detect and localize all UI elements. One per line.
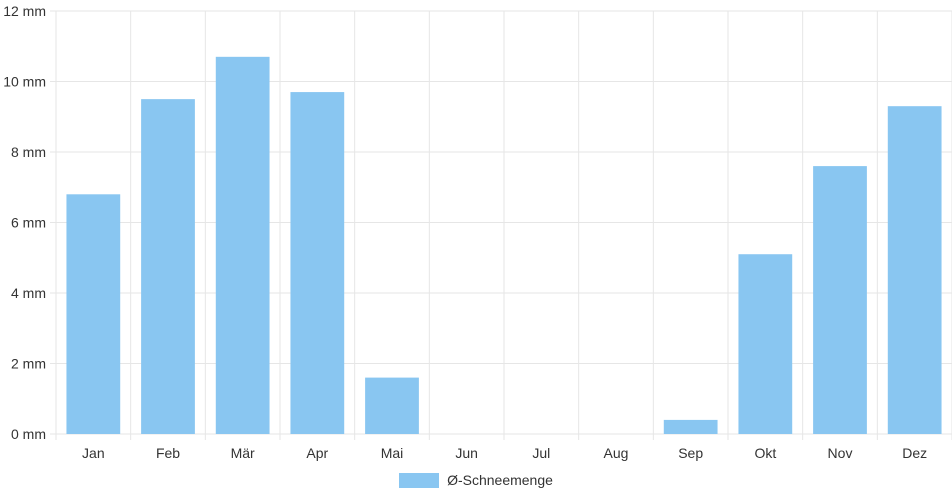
bar[interactable] xyxy=(66,194,121,434)
y-tick-label: 0 mm xyxy=(11,426,46,442)
bar[interactable] xyxy=(887,106,942,435)
x-tick-label: Okt xyxy=(754,445,776,461)
x-tick-label: Aug xyxy=(604,445,629,461)
bar[interactable] xyxy=(215,56,270,434)
x-tick-label: Dez xyxy=(902,445,927,461)
x-tick-label: Mai xyxy=(381,445,404,461)
x-tick-label: Sep xyxy=(678,445,703,461)
y-axis: 0 mm 2 mm 4 mm 6 mm 8 mm 10 mm 12 mm xyxy=(3,3,46,442)
y-tick-label: 12 mm xyxy=(3,3,46,19)
legend-label: Ø-Schneemenge xyxy=(447,472,553,488)
legend-swatch xyxy=(399,472,440,488)
x-tick-label: Jul xyxy=(532,445,550,461)
legend: Ø-Schneemenge xyxy=(0,472,952,488)
x-tick-label: Nov xyxy=(828,445,853,461)
x-tick-label: Jan xyxy=(82,445,105,461)
y-tick-label: 2 mm xyxy=(11,356,46,372)
y-tick-label: 10 mm xyxy=(3,74,46,90)
y-tick-label: 4 mm xyxy=(11,285,46,301)
bar[interactable] xyxy=(663,419,718,434)
y-tick-label: 6 mm xyxy=(11,215,46,231)
y-tick-label: 8 mm xyxy=(11,144,46,160)
grid-lines xyxy=(50,10,952,440)
bar[interactable] xyxy=(365,377,419,434)
x-tick-label: Apr xyxy=(306,445,328,461)
bar-series xyxy=(66,56,942,435)
x-tick-label: Feb xyxy=(156,445,180,461)
bar[interactable] xyxy=(290,92,345,434)
x-axis: Jan Feb Mär Apr Mai Jun Jul Aug Sep Okt Nov Dez xyxy=(82,445,927,461)
bar[interactable] xyxy=(738,254,793,434)
x-tick-label: Jun xyxy=(455,445,478,461)
x-tick-label: Mär xyxy=(231,445,255,461)
bar[interactable] xyxy=(813,166,867,434)
bar[interactable] xyxy=(141,99,195,434)
